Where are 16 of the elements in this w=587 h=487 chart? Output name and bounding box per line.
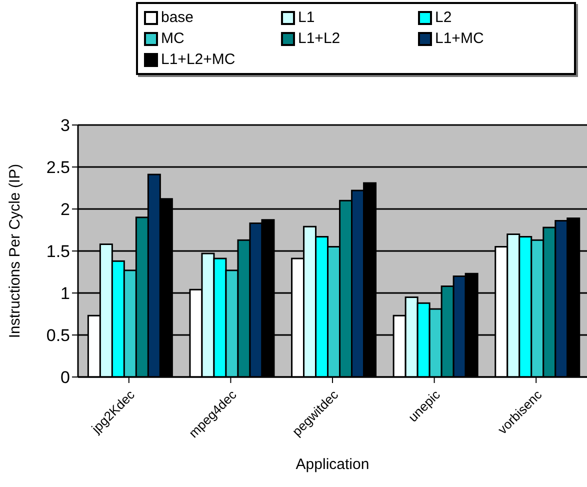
y-tick-label: 1.5 <box>46 242 70 262</box>
legend-label: L1 <box>298 8 315 28</box>
legend-label: L1+L2+MC <box>161 50 236 70</box>
legend-label: L1+MC <box>435 29 484 49</box>
y-axis-title: Instructions Per Cycle (IP) <box>6 164 24 338</box>
legend-label: base <box>161 8 194 28</box>
y-tick-label: 0 <box>60 368 70 388</box>
x-axis-title: Application <box>296 456 370 473</box>
y-tick-label: 2 <box>60 200 70 220</box>
legend-label: MC <box>161 29 184 49</box>
y-tick-label: 3 <box>60 116 70 136</box>
y-tick-label: 1 <box>60 284 70 304</box>
legend-label: L2 <box>435 8 452 28</box>
y-tick-label: 0.5 <box>46 326 70 346</box>
legend-label: L1+L2 <box>298 29 340 49</box>
y-tick-label: 2.5 <box>46 158 70 178</box>
